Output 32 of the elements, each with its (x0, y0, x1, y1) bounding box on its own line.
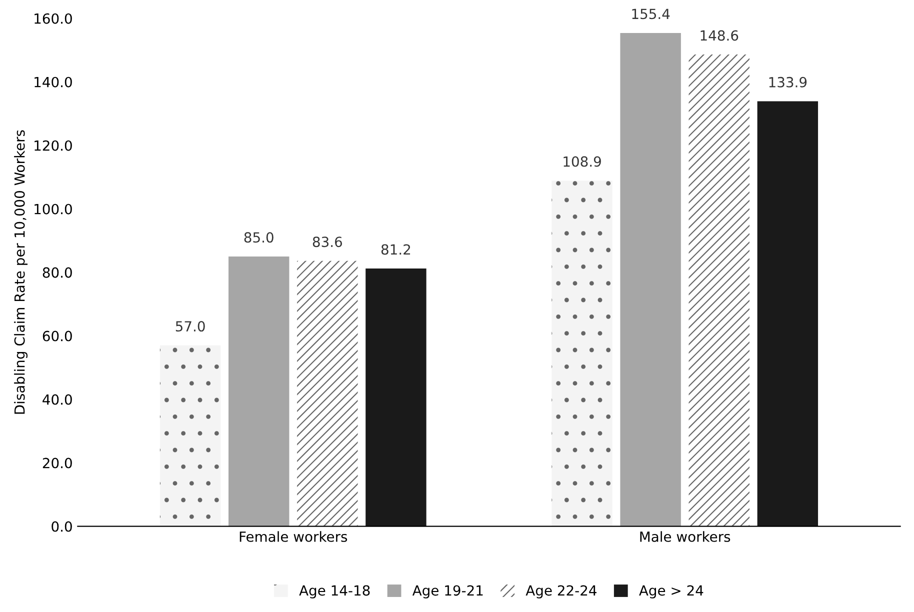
data-label: 57.0 (176, 321, 205, 332)
data-label: 133.9 (769, 76, 807, 88)
legend-label: Age 19-21 (412, 585, 483, 598)
bar (688, 54, 750, 526)
y-tick-label: 20.0 (42, 458, 72, 468)
y-tick-label: 40.0 (42, 394, 72, 405)
x-tick-label: Male workers (640, 531, 730, 542)
y-tick-label: 100.0 (34, 204, 72, 214)
y-tick-label: 0.0 (52, 521, 72, 532)
data-label: 108.9 (564, 156, 601, 167)
bar (366, 268, 426, 526)
data-label: 85.0 (244, 232, 274, 243)
bar (160, 345, 221, 526)
legend-label: Age > 24 (639, 585, 704, 598)
data-label: 81.2 (381, 244, 410, 255)
bar (620, 32, 681, 526)
y-tick-label: 140.0 (34, 76, 72, 88)
x-tick-label: Female workers (240, 531, 348, 542)
y-tick-label: 60.0 (42, 330, 72, 342)
bar (757, 101, 818, 526)
data-label: 148.6 (700, 30, 738, 41)
data-label: 155.4 (632, 8, 670, 20)
y-tick-label: 160.0 (34, 13, 72, 24)
y-axis-title: Disabling Claim Rate per 10,000 Workers (14, 130, 28, 414)
bar (297, 260, 358, 526)
bar (552, 180, 612, 526)
y-tick-label: 120.0 (34, 140, 72, 151)
legend-label: Age 22-24 (526, 585, 596, 598)
legend-label: Age 14-18 (299, 585, 370, 598)
y-tick-label: 80.0 (42, 267, 72, 278)
bar (228, 256, 290, 526)
data-label: 83.6 (312, 236, 342, 248)
